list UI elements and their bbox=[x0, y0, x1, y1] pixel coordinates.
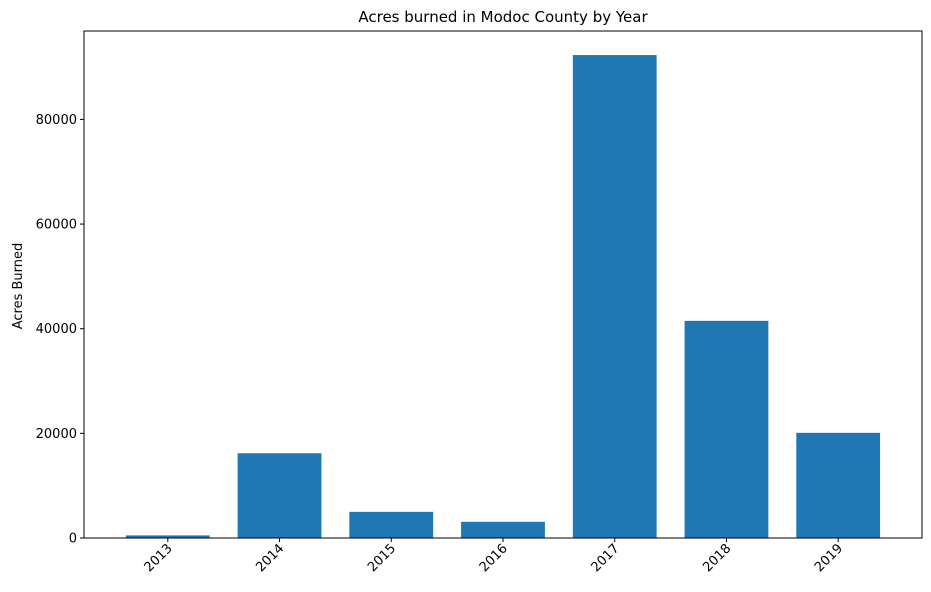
y-tick-label: 40000 bbox=[36, 322, 77, 337]
x-tick-label: 2016 bbox=[477, 541, 511, 575]
y-tick-label: 80000 bbox=[36, 113, 77, 128]
y-tick-label: 0 bbox=[69, 532, 77, 547]
bar-2013 bbox=[125, 535, 210, 538]
bar-2015 bbox=[349, 511, 434, 538]
x-tick-label: 2015 bbox=[365, 541, 399, 575]
y-tick-label: 20000 bbox=[36, 427, 77, 442]
x-axis-ticks: 2013 2014 2015 2016 2017 2018 2019 bbox=[142, 538, 846, 575]
bar-2019 bbox=[796, 432, 881, 538]
bar-2014 bbox=[237, 453, 322, 538]
x-tick-label: 2017 bbox=[589, 541, 623, 575]
chart-title: Acres burned in Modoc County by Year bbox=[358, 8, 648, 26]
bars-group bbox=[125, 55, 881, 538]
bar-2017 bbox=[572, 55, 657, 538]
y-tick-label: 60000 bbox=[36, 218, 77, 233]
x-tick-label: 2013 bbox=[142, 541, 176, 575]
bar-2018 bbox=[684, 320, 769, 538]
x-tick-label: 2014 bbox=[253, 541, 287, 575]
plot-frame bbox=[83, 30, 923, 539]
y-axis-label: Acres Burned bbox=[11, 243, 26, 330]
x-tick-label: 2019 bbox=[812, 541, 846, 575]
x-tick-label: 2018 bbox=[700, 541, 734, 575]
bar-2016 bbox=[461, 521, 545, 538]
y-axis-ticks: 0 20000 40000 60000 80000 bbox=[36, 113, 84, 547]
